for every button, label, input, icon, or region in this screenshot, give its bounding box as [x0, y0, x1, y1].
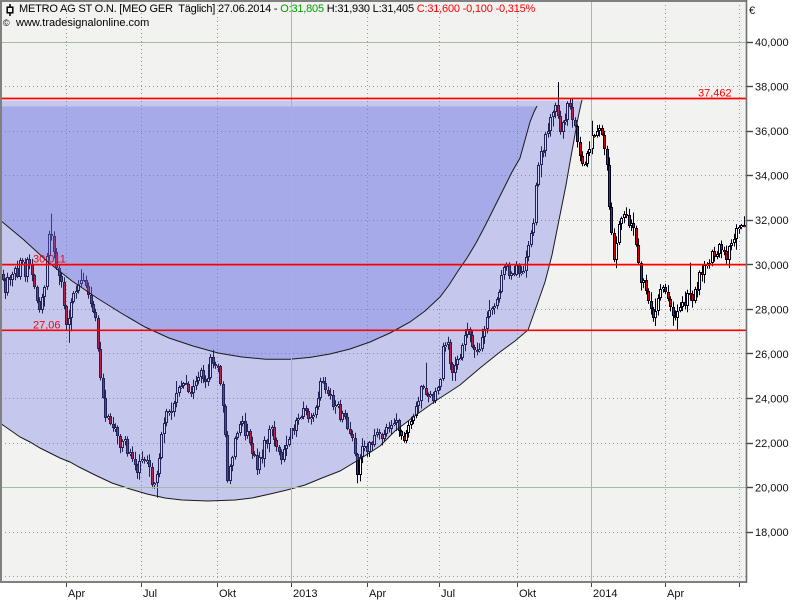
svg-text:32,000: 32,000	[755, 215, 789, 227]
svg-text:38,000: 38,000	[755, 82, 789, 94]
svg-text:Apr: Apr	[369, 588, 386, 600]
svg-text:18,000: 18,000	[755, 527, 789, 539]
svg-text:22,000: 22,000	[755, 438, 789, 450]
svg-text:36,000: 36,000	[755, 126, 789, 138]
svg-text:Jul: Jul	[143, 588, 157, 600]
svg-text:27,06: 27,06	[33, 319, 61, 331]
svg-text:2014: 2014	[593, 588, 617, 600]
svg-text:24,000: 24,000	[755, 394, 789, 406]
svg-text:Jul: Jul	[441, 588, 455, 600]
svg-text:Apr: Apr	[68, 588, 85, 600]
svg-text:€: €	[749, 5, 755, 17]
svg-text:40,000: 40,000	[755, 37, 789, 49]
svg-text:28,000: 28,000	[755, 304, 789, 316]
svg-text:Okt: Okt	[519, 588, 536, 600]
svg-text:37,462: 37,462	[698, 88, 732, 100]
svg-text:20,000: 20,000	[755, 483, 789, 495]
svg-text:Okt: Okt	[219, 588, 236, 600]
svg-text:34,000: 34,000	[755, 171, 789, 183]
svg-text:30,011: 30,011	[33, 254, 66, 266]
svg-text:26,000: 26,000	[755, 349, 789, 361]
svg-text:Apr: Apr	[667, 588, 684, 600]
svg-text:30,000: 30,000	[755, 260, 789, 272]
svg-text:2013: 2013	[293, 588, 317, 600]
